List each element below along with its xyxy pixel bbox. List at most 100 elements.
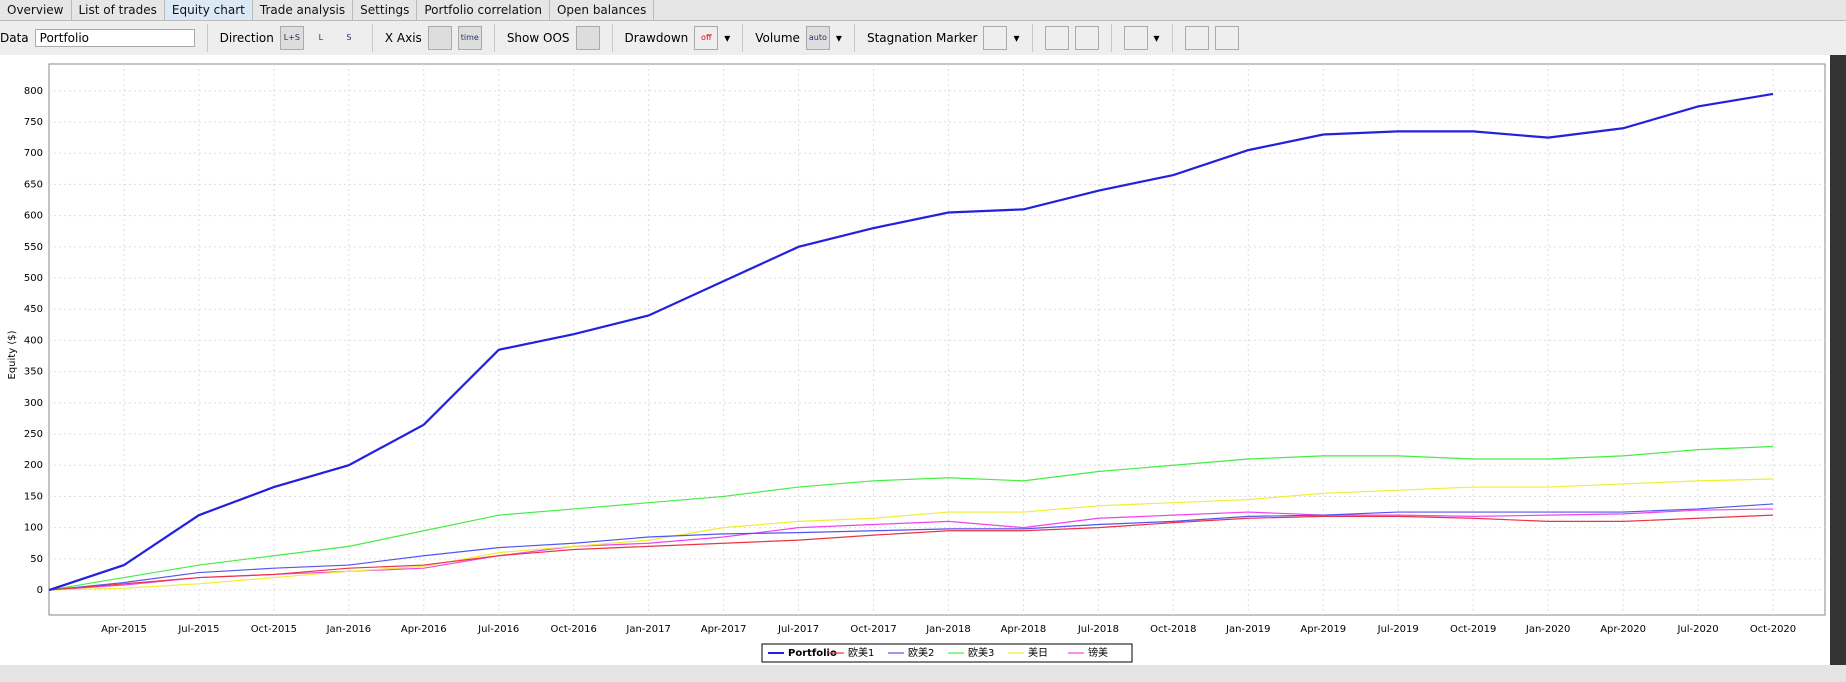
legend-label: 欧美1: [848, 646, 874, 659]
label: Data: [0, 31, 29, 45]
x-tick-label: Oct-2015: [251, 624, 297, 635]
tab[interactable]: Trade analysis: [253, 0, 354, 20]
x-tick-label: Oct-2017: [850, 624, 896, 635]
chart: Equity ($) 0 50 100 150 200 250 300 350 400 450 50…: [0, 55, 1846, 682]
x-tick-label: Oct-2019: [1450, 624, 1496, 635]
y-tick-label: 750: [24, 117, 43, 128]
separator: [1171, 24, 1173, 52]
legend-label: 欧美3: [968, 646, 994, 659]
icon-button[interactable]: auto: [805, 26, 830, 50]
dir-button[interactable]: L+S: [279, 26, 304, 50]
label: Direction: [219, 31, 274, 45]
x-tick-label: Jul-2016: [477, 624, 519, 635]
y-tick-label: 700: [24, 148, 43, 159]
x-tick-label: Oct-2018: [1150, 624, 1196, 635]
dropdown-arrow[interactable]: ▾: [724, 31, 731, 45]
y-tick-label: 650: [24, 179, 43, 190]
y-tick-label: 600: [24, 211, 43, 222]
icon-button[interactable]: [1184, 26, 1209, 50]
x-tick-label: Oct-2020: [1750, 624, 1796, 635]
label: Drawdown: [624, 31, 689, 45]
x-tick-label: Apr-2017: [701, 624, 747, 635]
icon-button[interactable]: [1123, 26, 1148, 50]
icon-button[interactable]: [1044, 26, 1069, 50]
x-tick-label: Jul-2015: [177, 624, 219, 635]
tab-bar: Overview List of trades Equity chart Trade …: [0, 0, 1846, 21]
x-tick-label: Jan-2016: [326, 624, 371, 635]
chart-bg: [0, 55, 1846, 682]
edge: [1830, 55, 1846, 682]
x-tick-label: Jan-2020: [1525, 624, 1570, 635]
tab[interactable]: List of trades: [72, 0, 165, 20]
x-tick-label: Jul-2018: [1077, 624, 1119, 635]
icon-button[interactable]: [427, 26, 452, 50]
tab[interactable]: Open balances: [550, 0, 655, 20]
label: X Axis: [384, 31, 422, 45]
x-tick-label: Jan-2019: [1225, 624, 1270, 635]
icon-button[interactable]: off: [694, 26, 719, 50]
tab[interactable]: Settings: [353, 0, 418, 20]
y-tick-label: 350: [24, 367, 43, 378]
series-line: [48, 503, 1774, 591]
y-tick-label: 0: [37, 585, 43, 596]
x-tick-label: Apr-2018: [1001, 624, 1047, 635]
icon-button[interactable]: [983, 26, 1008, 50]
tab[interactable]: Equity chart: [164, 0, 253, 20]
data-select[interactable]: Portfolio: [34, 29, 195, 47]
tab[interactable]: Overview: [0, 0, 72, 20]
series-line: [48, 514, 1774, 591]
x-tick-label: Apr-2020: [1600, 624, 1646, 635]
status-strip: [0, 665, 1846, 682]
y-tick-label: 50: [30, 554, 43, 565]
y-tick-label: 500: [24, 273, 43, 284]
dropdown-arrow[interactable]: ▾: [1013, 31, 1020, 45]
separator: [206, 24, 208, 52]
toolbar: Data Portfolio Direction L+S L S X Axis …: [0, 21, 1846, 56]
y-tick-label: 450: [24, 304, 43, 315]
y-tick-label: 300: [24, 398, 43, 409]
y-tick-label: 100: [24, 523, 43, 534]
legend-label: 欧美2: [908, 646, 934, 659]
separator: [1031, 24, 1033, 52]
x-tick-label: Apr-2015: [101, 624, 147, 635]
label: Stagnation Marker: [866, 31, 978, 45]
y-tick-label: 150: [24, 491, 43, 502]
separator: [742, 24, 744, 52]
y-tick-label: 800: [24, 86, 43, 97]
x-tick-label: Jan-2018: [925, 624, 970, 635]
legend-label: 镑美: [1088, 646, 1108, 659]
dir-button[interactable]: L: [318, 33, 324, 42]
separator: [853, 24, 855, 52]
separator: [611, 24, 613, 52]
label: Volume: [755, 31, 800, 45]
icon-button[interactable]: [1214, 26, 1239, 50]
series-line: [48, 92, 1774, 592]
y-tick-label: 250: [24, 429, 43, 440]
x-tick-label: Jul-2019: [1377, 624, 1419, 635]
x-tick-label: Apr-2016: [401, 624, 447, 635]
icon-button[interactable]: time: [457, 26, 482, 50]
x-tick-label: Jan-2017: [625, 624, 670, 635]
plot-area: [48, 63, 1826, 616]
series-line: [48, 478, 1774, 591]
separator: [1110, 24, 1112, 52]
separator: [371, 24, 373, 52]
dir-button[interactable]: S: [346, 33, 352, 42]
separator: [493, 24, 495, 52]
x-tick-label: Jul-2020: [1676, 624, 1718, 635]
x-tick-label: Oct-2016: [551, 624, 597, 635]
series-line: [48, 445, 1774, 591]
icon-button[interactable]: [575, 26, 600, 50]
legend-label: 美日: [1028, 646, 1048, 659]
x-tick-label: Apr-2019: [1300, 624, 1346, 635]
legend-label: Portfolio: [788, 648, 837, 659]
legend: [761, 643, 1133, 663]
x-tick-label: Jul-2017: [777, 624, 819, 635]
y-axis-label: Equity ($): [7, 330, 18, 379]
tab[interactable]: Portfolio correlation: [417, 0, 550, 20]
icon-button[interactable]: [1074, 26, 1099, 50]
y-tick-label: 200: [24, 460, 43, 471]
dropdown-arrow[interactable]: ▾: [1153, 31, 1160, 45]
dropdown-arrow[interactable]: ▾: [835, 31, 842, 45]
